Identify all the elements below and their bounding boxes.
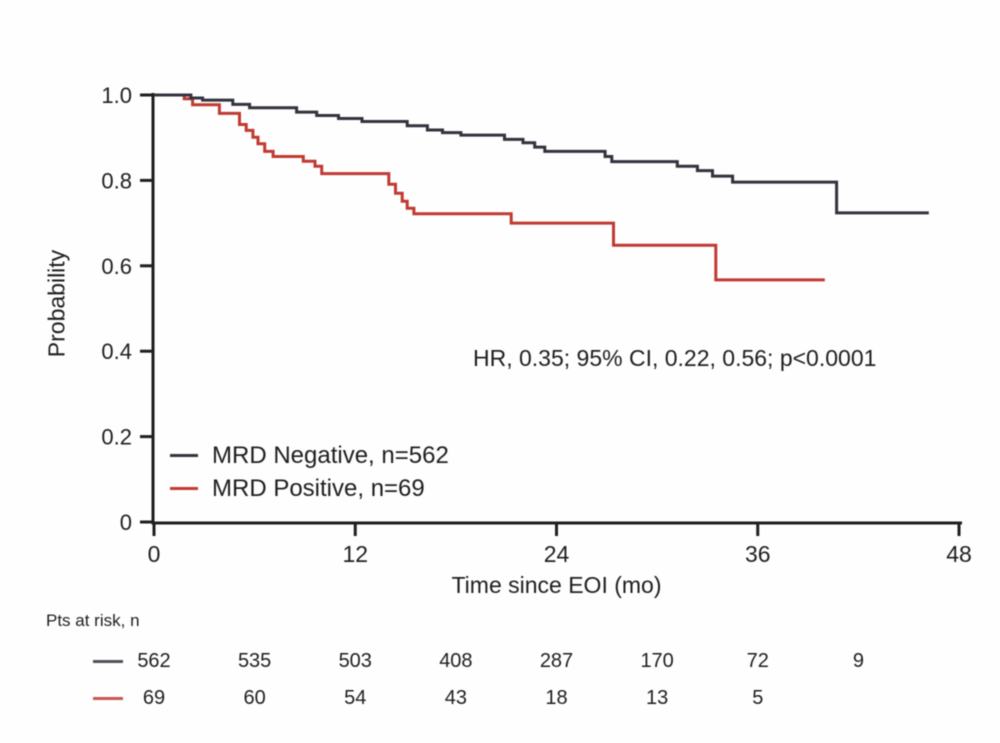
at-risk-value: 287 <box>539 650 574 672</box>
at-risk-value: 60 <box>243 687 266 709</box>
x-tick-label-36: 36 <box>745 541 771 567</box>
legend-item-mrd-negative: MRD Negative, n=562 <box>170 439 449 472</box>
y-axis-title: Probability <box>43 249 70 358</box>
legend-label-mrd-positive: MRD Positive, n=69 <box>212 474 425 502</box>
hr-annotation: HR, 0.35; 95% CI, 0.22, 0.56; p<0.0001 <box>473 345 877 371</box>
y-tick-label-0.4: 0.4 <box>101 339 132 364</box>
at-risk-value: 13 <box>646 687 669 709</box>
at-risk-heading: Pts at risk, n <box>46 611 140 630</box>
x-tick-label-24: 24 <box>544 541 570 567</box>
at-risk-value: 9 <box>852 650 864 672</box>
at-risk-value: 43 <box>444 687 467 709</box>
at-risk-value: 5 <box>752 687 764 709</box>
at-risk-swatch-mrd-positive <box>93 697 123 700</box>
at-risk-value: 562 <box>137 650 171 672</box>
mrd-negative-line-swatch <box>170 454 198 457</box>
y-tick-label-0: 0 <box>120 510 132 535</box>
mrd-positive-line-swatch <box>170 487 198 490</box>
legend-label-mrd-negative: MRD Negative, n=562 <box>212 441 449 469</box>
curve-mrd-negative <box>154 93 929 215</box>
at-risk-value: 72 <box>746 650 769 672</box>
at-risk-value: 408 <box>439 650 473 672</box>
at-risk-value: 54 <box>344 687 367 709</box>
y-tick-label-0.8: 0.8 <box>101 168 132 193</box>
x-tick-label-48: 48 <box>946 541 972 567</box>
x-tick-label-0: 0 <box>148 541 161 567</box>
legend-item-mrd-positive: MRD Positive, n=69 <box>170 472 449 505</box>
at-risk-value: 503 <box>338 650 372 672</box>
y-tick-label-0.2: 0.2 <box>101 425 132 450</box>
at-risk-swatch-mrd-negative <box>93 660 123 663</box>
at-risk-value: 69 <box>142 687 166 709</box>
x-axis-title: Time since EOI (mo) <box>451 572 662 598</box>
y-tick-label-1.0: 1.0 <box>101 83 132 108</box>
at-risk-value: 535 <box>237 650 272 672</box>
at-risk-value: 18 <box>545 687 568 709</box>
x-tick-label-12: 12 <box>342 541 368 567</box>
y-tick-label-0.6: 0.6 <box>101 254 132 279</box>
curve-mrd-positive <box>154 93 825 282</box>
at-risk-value: 170 <box>640 650 674 672</box>
legend: MRD Negative, n=562 MRD Positive, n=69 <box>170 439 449 505</box>
